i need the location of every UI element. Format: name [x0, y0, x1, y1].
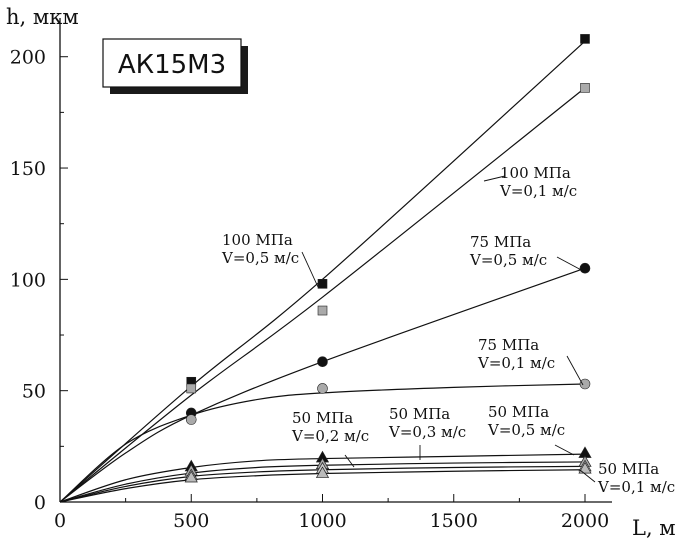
- annotation-label: 50 МПа: [389, 405, 450, 423]
- annotation-label: 75 МПа: [478, 336, 539, 354]
- data-point-circle: [185, 414, 197, 425]
- annotation-leader: [554, 444, 575, 456]
- fit-curves: [59, 40, 586, 503]
- fit-curve: [59, 453, 586, 503]
- fit-curve: [59, 267, 586, 503]
- data-point-circle: [579, 378, 591, 390]
- annotation-label: V=0,2 м/с: [291, 427, 369, 445]
- annotation-label: V=0,1 м/с: [597, 478, 675, 496]
- y-tick-label: 150: [10, 158, 46, 180]
- data-markers: [184, 34, 592, 483]
- annotation-label: V=0,1 м/с: [499, 182, 577, 200]
- y-tick-label: 200: [10, 47, 46, 69]
- fit-curve: [59, 469, 586, 503]
- fit-curve: [59, 383, 586, 503]
- axes: 0 500 1000 1500 2000 0 50 100 150 200: [10, 18, 612, 532]
- x-tick-label: 500: [173, 510, 209, 532]
- x-tick-label: 1500: [430, 510, 478, 532]
- data-point-square: [317, 279, 328, 289]
- annotation-label: V=0,1 м/с: [477, 354, 555, 372]
- data-point-square: [580, 34, 590, 44]
- fit-curve: [59, 465, 586, 503]
- chart-title: АК15М3: [118, 50, 226, 80]
- data-point-triangle: [184, 470, 198, 483]
- title-box: АК15М3: [102, 38, 248, 94]
- data-point-triangle: [315, 466, 330, 478]
- annotation-label: V=0,3 м/с: [388, 423, 466, 441]
- x-tick-label: 2000: [561, 510, 609, 532]
- annotation-label: 50 МПа: [488, 403, 549, 421]
- annotation-label: V=0,5 м/с: [469, 251, 547, 269]
- fit-curve: [59, 461, 586, 503]
- annotation-leader: [566, 355, 584, 386]
- x-tick-label: 0: [54, 510, 66, 532]
- data-point-square: [580, 83, 590, 93]
- y-tick-label: 100: [10, 269, 46, 291]
- data-point-circle: [317, 356, 328, 368]
- annotation-label: 100 МПа: [500, 164, 571, 182]
- fit-curve: [59, 87, 586, 503]
- y-axis-label: h, мкм: [6, 5, 79, 29]
- data-point-square: [317, 305, 328, 316]
- annotation-label: V=0,5 м/с: [487, 421, 565, 439]
- fit-curve: [59, 40, 586, 503]
- y-tick-label: 50: [22, 381, 46, 403]
- data-point-triangle: [578, 461, 592, 474]
- annotation-leader: [556, 256, 586, 273]
- annotation-label: 50 МПа: [292, 409, 353, 427]
- annotation-leader: [579, 469, 596, 483]
- title-box-frame: [102, 38, 242, 88]
- data-point-square: [186, 383, 197, 394]
- annotation-label: 50 МПа: [598, 460, 659, 478]
- annotation-leader: [483, 175, 506, 182]
- x-axis-label: L, м: [632, 516, 676, 540]
- annotation-label: 75 МПа: [470, 233, 531, 251]
- annotation-leader: [344, 454, 355, 468]
- x-tick-label: 1000: [298, 510, 346, 532]
- data-point-circle: [317, 383, 328, 394]
- annotation-leader: [301, 251, 319, 288]
- annotation-label: 100 МПа: [222, 231, 293, 249]
- annotation-label: V=0,5 м/с: [221, 249, 299, 267]
- y-tick-label: 0: [34, 492, 46, 514]
